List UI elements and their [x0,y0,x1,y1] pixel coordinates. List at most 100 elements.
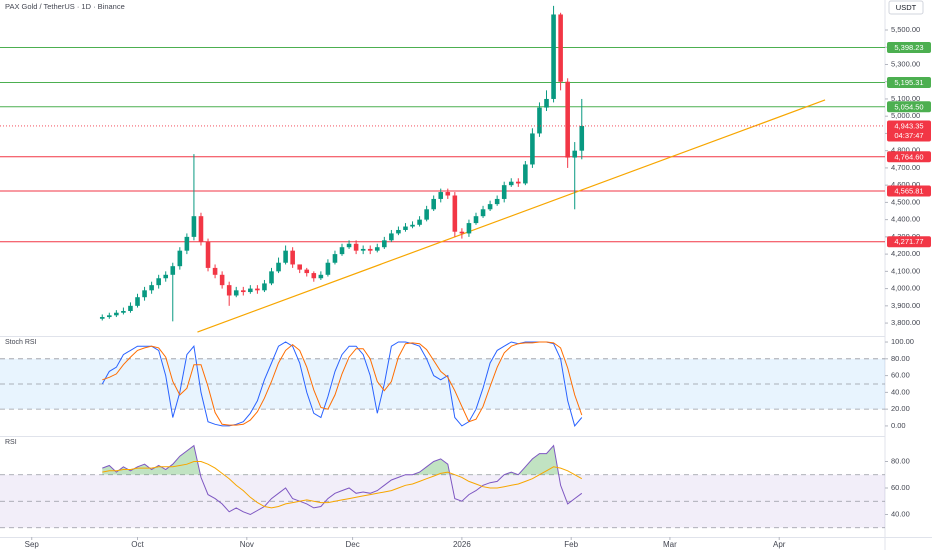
candle-body [480,209,486,217]
candle-body [339,247,345,255]
candle-body [424,209,429,220]
candle-body [240,290,246,293]
candle-body [487,204,493,210]
candle-body [410,224,415,227]
candle-body [565,81,570,158]
trendline [197,99,826,333]
level-label: 5,195.31 [894,78,923,87]
currency-box[interactable] [888,0,924,15]
y-tick-label: 4,400.00 [891,215,920,224]
indicator-line [102,444,583,516]
candle-body [212,267,218,275]
chart-title: PAX Gold / TetherUS · 1D · Binance [5,2,125,11]
indicator-line [102,461,583,509]
indicator-line [101,341,583,427]
candle-body [149,285,154,291]
candle-body [128,305,133,312]
candle-body [508,181,514,186]
candle-body [523,164,528,184]
last-price-box [887,120,931,142]
countdown: 04:37:47 [894,131,923,140]
y-tick-label: 3,900.00 [891,301,920,310]
candle-body [262,283,267,291]
candle-body [431,198,436,210]
candle-body [205,242,211,268]
candle-body [99,317,105,319]
candle-body [269,271,274,284]
candle-body [516,181,521,184]
y-tick-label: 3,800.00 [891,318,920,327]
candle-body [389,233,394,241]
candle-body [579,125,585,151]
level-label: 4,764.60 [894,152,923,161]
y-tick-label: 60.00 [891,483,910,492]
candle-body [156,278,161,286]
y-tick-label: 20.00 [891,404,910,413]
y-tick-label: 0.00 [891,421,906,430]
candle-body [572,150,578,158]
candle-body [290,250,295,265]
y-tick-label: 40.00 [891,387,910,396]
candle-body [233,290,239,296]
level-label-box [887,185,931,197]
y-tick-label: 4,700.00 [891,163,920,172]
y-tick-label: 40.00 [891,509,910,518]
currency[interactable]: USDT [896,3,917,12]
x-tick-label: Dec [345,540,359,549]
candle-body [177,250,183,267]
candle-body [473,216,479,224]
candle-body [501,185,507,199]
candle-body [438,192,444,199]
candle-body [466,223,472,234]
y-tick-label: 100.00 [891,337,914,346]
x-tick-label: 2026 [453,540,471,549]
last-price-label: 4,943.35 [894,121,923,130]
candle-body [198,216,204,243]
candle-body [142,290,147,298]
level-label-box [887,77,931,89]
y-tick-label: 80.00 [891,456,910,465]
candle-body [551,14,556,99]
candle-body [403,226,408,230]
y-tick-label: 5,500.00 [891,25,920,34]
level-label-box [887,236,931,248]
candle-body [353,243,359,251]
candle-body [325,262,331,275]
candle-body [163,274,169,279]
overbought-group [102,445,582,475]
y-tick-label: 4,600.00 [891,180,920,189]
y-tick-label: 5,100.00 [891,94,920,103]
y-tick-label: 5,300.00 [891,59,920,68]
candle-body [367,248,373,251]
x-tick-label: Sep [25,540,40,549]
level-label: 4,271.77 [894,237,923,246]
candle-body [537,107,542,134]
y-tick-label: 4,500.00 [891,197,920,206]
pane [0,341,885,427]
y-tick-label: 4,100.00 [891,266,920,275]
candle-body [445,192,451,196]
level-label: 5,398.23 [894,43,923,52]
candle-body [558,14,563,82]
candle-body [276,262,281,272]
candle-body [107,315,112,318]
candle-body [360,248,366,251]
y-tick-label: 5,000.00 [891,111,920,120]
candle-body [318,274,324,279]
candle-body [382,240,387,248]
x-tick-label: Nov [240,540,254,549]
stoch-title: Stoch RSI [5,339,37,346]
candle-body [184,236,190,251]
indicator-line [102,341,583,426]
candle-body [374,247,380,251]
candle-body [396,229,401,234]
candle-body [170,266,176,275]
pane [0,5,885,333]
candle-body [311,273,317,279]
candle-body [332,254,338,263]
y-tick-label: 80.00 [891,354,910,363]
level-label-box [887,42,931,54]
rsi-title: RSI [5,439,17,446]
level-label: 4,565.81 [894,187,923,196]
